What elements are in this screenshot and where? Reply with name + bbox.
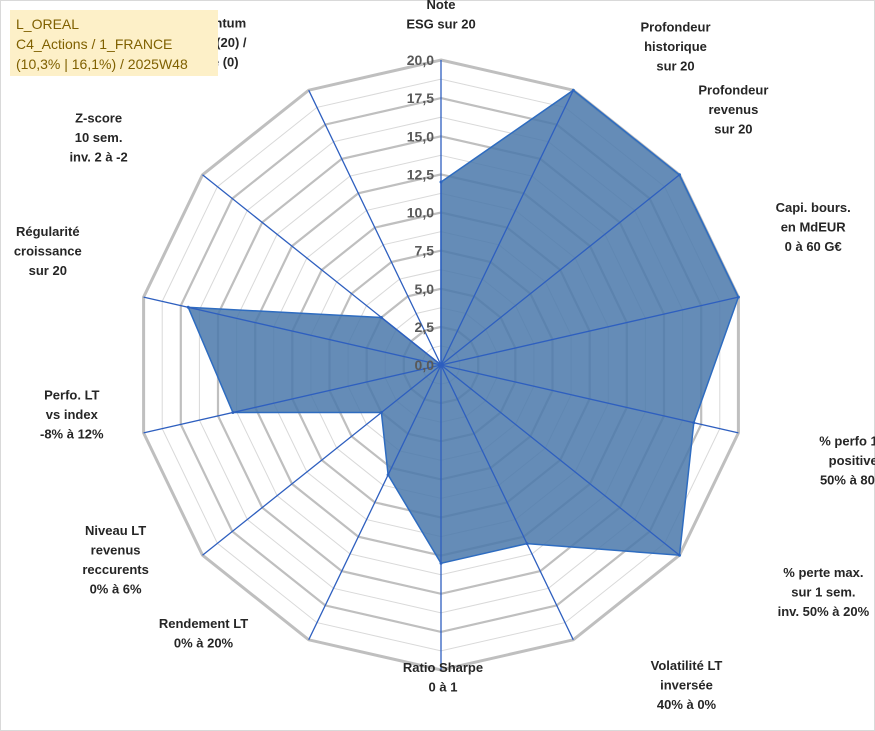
axis-spoke	[308, 364, 442, 641]
tick-label: 0,0	[415, 357, 435, 373]
axis-label: Ratio Sharpe 0 à 1	[403, 660, 483, 695]
axis-label: Z-score 10 sem. inv. 2 à -2	[69, 110, 127, 164]
axis-label: Perfo. LT vs index -8% à 12%	[40, 388, 104, 442]
axis-spoke	[440, 89, 574, 366]
radar-tick-labels: 0,0 2,5 5,0 7,5 10,0 12,5 15,0 17,5 20,0	[407, 52, 434, 373]
axis-label: Niveau LT revenus reccurents 0% à 6%	[82, 523, 148, 597]
axis-label: Profondeur revenus sur 20	[698, 82, 768, 136]
axis-spoke	[440, 174, 680, 366]
axis-spoke	[440, 364, 739, 434]
tick-label: 12,5	[407, 166, 434, 182]
axis-label: Volatilité LT inversée 40% à 0%	[651, 658, 723, 712]
axis-spoke	[202, 364, 442, 556]
radar-spokes	[143, 60, 739, 670]
axis-label: Note ESG sur 20	[406, 0, 475, 32]
axis-label: Profondeur historique sur 20	[640, 20, 710, 74]
info-line-2: C4_Actions / 1_FRANCE	[16, 36, 173, 52]
axis-spoke	[143, 364, 442, 434]
axis-label: % perte max. sur 1 sem. inv. 50% à 20%	[778, 565, 870, 619]
tick-label: 10,0	[407, 205, 434, 221]
axis-spoke	[440, 364, 680, 556]
axis-spoke	[308, 89, 442, 366]
axis-spoke	[440, 364, 574, 641]
axis-spoke	[440, 296, 739, 366]
axis-label: Rendement LT 0% à 20%	[159, 616, 248, 651]
axis-spoke	[143, 296, 442, 366]
axis-spoke	[202, 174, 442, 366]
tick-label: 2,5	[415, 319, 435, 335]
info-box: L_OREAL C4_Actions / 1_FRANCE (10,3% | 1…	[10, 10, 218, 76]
info-line-1: L_OREAL	[16, 16, 80, 32]
axis-label: Capi. bours. en MdEUR 0 à 60 G€	[776, 200, 851, 254]
tick-label: 20,0	[407, 52, 434, 68]
tick-label: 5,0	[415, 281, 435, 297]
tick-label: 7,5	[415, 243, 435, 259]
info-line-3: (10,3% | 16,1%) / 2025W48	[16, 56, 188, 72]
axis-label: % perfo 1Apositive50% à 80%	[819, 434, 875, 488]
tick-label: 15,0	[407, 128, 434, 144]
axis-label: Régularité croissance sur 20	[14, 224, 82, 278]
tick-label: 17,5	[407, 90, 434, 106]
